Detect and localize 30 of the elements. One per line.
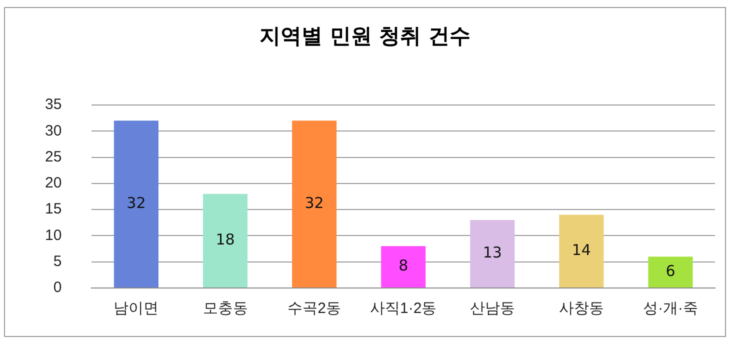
y-tick-label: 10 <box>44 226 62 244</box>
bar <box>381 246 426 288</box>
x-tick-label: 모충동 <box>202 300 248 318</box>
data-label: 13 <box>482 244 502 262</box>
data-label: 14 <box>572 241 591 260</box>
y-tick-label: 20 <box>44 174 62 192</box>
bar <box>202 194 248 288</box>
y-tick-label: 0 <box>53 279 62 296</box>
y-tick-label: 30 <box>44 122 62 140</box>
data-label: 8 <box>398 256 408 275</box>
data-label: 32 <box>126 194 146 212</box>
x-tick-label: 남이면 <box>114 300 159 318</box>
y-tick-label: 5 <box>53 253 62 270</box>
bar <box>114 120 158 288</box>
bar <box>559 214 604 288</box>
bar <box>292 120 337 288</box>
bar <box>648 256 693 288</box>
chart-title: 지역별 민원 청취 건수 <box>258 23 472 50</box>
y-tick-label: 15 <box>44 200 62 218</box>
y-tick-label: 25 <box>44 148 62 166</box>
data-label: 18 <box>216 230 235 249</box>
data-label: 32 <box>304 194 324 212</box>
x-tick-label: 성·개·죽 <box>642 300 698 318</box>
y-tick-label: 35 <box>44 96 62 114</box>
x-tick-label: 수곡2동 <box>288 300 341 318</box>
bar <box>470 220 515 288</box>
x-tick-label: 사창동 <box>558 300 604 318</box>
x-tick-label: 산남동 <box>470 300 515 318</box>
data-label: 6 <box>666 262 676 280</box>
x-tick-label: 사직1·2동 <box>370 300 437 318</box>
